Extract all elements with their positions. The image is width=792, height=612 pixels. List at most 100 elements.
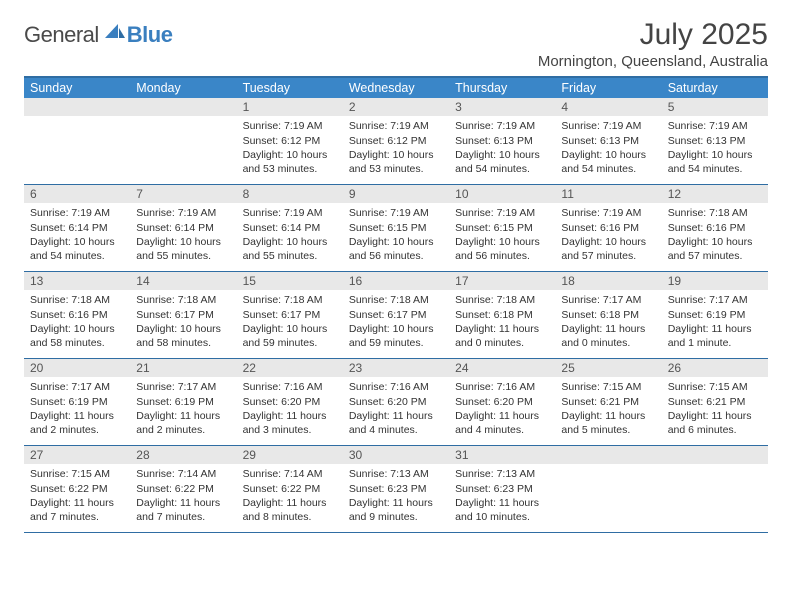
calendar-cell: 14Sunrise: 7:18 AMSunset: 6:17 PMDayligh… [130,272,236,358]
daylight-text: Daylight: 11 hours and 8 minutes. [243,496,337,524]
location-text: Mornington, Queensland, Australia [538,53,768,70]
sunrise-text: Sunrise: 7:19 AM [561,206,655,220]
calendar-cell: 22Sunrise: 7:16 AMSunset: 6:20 PMDayligh… [237,359,343,445]
sunset-text: Sunset: 6:15 PM [455,221,549,235]
sunset-text: Sunset: 6:22 PM [136,482,230,496]
daylight-text: Daylight: 11 hours and 1 minute. [668,322,762,350]
day-body: Sunrise: 7:16 AMSunset: 6:20 PMDaylight:… [343,377,449,441]
day-number: 19 [662,272,768,290]
day-body [24,116,130,123]
day-body: Sunrise: 7:18 AMSunset: 6:17 PMDaylight:… [343,290,449,354]
calendar-week: 1Sunrise: 7:19 AMSunset: 6:12 PMDaylight… [24,98,768,185]
sunrise-text: Sunrise: 7:19 AM [349,206,443,220]
day-body: Sunrise: 7:19 AMSunset: 6:15 PMDaylight:… [449,203,555,267]
day-number: 11 [555,185,661,203]
day-body [130,116,236,123]
daylight-text: Daylight: 11 hours and 0 minutes. [455,322,549,350]
calendar-cell: 28Sunrise: 7:14 AMSunset: 6:22 PMDayligh… [130,446,236,532]
day-body [555,464,661,471]
calendar-cell: 27Sunrise: 7:15 AMSunset: 6:22 PMDayligh… [24,446,130,532]
daylight-text: Daylight: 11 hours and 6 minutes. [668,409,762,437]
sunset-text: Sunset: 6:13 PM [455,134,549,148]
sunset-text: Sunset: 6:22 PM [243,482,337,496]
calendar-week: 20Sunrise: 7:17 AMSunset: 6:19 PMDayligh… [24,359,768,446]
sunset-text: Sunset: 6:13 PM [561,134,655,148]
day-body: Sunrise: 7:19 AMSunset: 6:15 PMDaylight:… [343,203,449,267]
sunset-text: Sunset: 6:23 PM [455,482,549,496]
sunset-text: Sunset: 6:23 PM [349,482,443,496]
daylight-text: Daylight: 10 hours and 55 minutes. [243,235,337,263]
calendar-cell: 12Sunrise: 7:18 AMSunset: 6:16 PMDayligh… [662,185,768,271]
calendar-cell: 23Sunrise: 7:16 AMSunset: 6:20 PMDayligh… [343,359,449,445]
calendar-week: 6Sunrise: 7:19 AMSunset: 6:14 PMDaylight… [24,185,768,272]
sunset-text: Sunset: 6:20 PM [455,395,549,409]
sunrise-text: Sunrise: 7:19 AM [243,206,337,220]
calendar-cell: 10Sunrise: 7:19 AMSunset: 6:15 PMDayligh… [449,185,555,271]
title-block: July 2025 Mornington, Queensland, Austra… [538,18,768,70]
sunrise-text: Sunrise: 7:13 AM [349,467,443,481]
day-number: 18 [555,272,661,290]
day-number: 2 [343,98,449,116]
sunrise-text: Sunrise: 7:15 AM [668,380,762,394]
sunrise-text: Sunrise: 7:13 AM [455,467,549,481]
sunset-text: Sunset: 6:19 PM [668,308,762,322]
calendar-cell: 3 Sunrise: 7:19 AMSunset: 6:13 PMDaylight… [449,98,555,184]
day-number: 1 [237,98,343,116]
sunset-text: Sunset: 6:22 PM [30,482,124,496]
day-number: 24 [449,359,555,377]
day-body: Sunrise: 7:16 AMSunset: 6:20 PMDaylight:… [449,377,555,441]
sunrise-text: Sunrise: 7:18 AM [30,293,124,307]
calendar-cell [555,446,661,532]
sunrise-text: Sunrise: 7:19 AM [349,119,443,133]
calendar-cell: 4Sunrise: 7:19 AMSunset: 6:13 PMDaylight… [555,98,661,184]
sunset-text: Sunset: 6:16 PM [30,308,124,322]
sunrise-text: Sunrise: 7:17 AM [561,293,655,307]
daylight-text: Daylight: 10 hours and 54 minutes. [30,235,124,263]
day-number: 23 [343,359,449,377]
sunrise-text: Sunrise: 7:19 AM [561,119,655,133]
day-body: Sunrise: 7:18 AMSunset: 6:18 PMDaylight:… [449,290,555,354]
daylight-text: Daylight: 11 hours and 7 minutes. [30,496,124,524]
day-body: Sunrise: 7:15 AMSunset: 6:22 PMDaylight:… [24,464,130,528]
day-body: Sunrise: 7:15 AMSunset: 6:21 PMDaylight:… [555,377,661,441]
day-number: 29 [237,446,343,464]
sunset-text: Sunset: 6:14 PM [30,221,124,235]
sunset-text: Sunset: 6:15 PM [349,221,443,235]
calendar-cell: 26Sunrise: 7:15 AMSunset: 6:21 PMDayligh… [662,359,768,445]
day-number: 4 [555,98,661,116]
daylight-text: Daylight: 10 hours and 53 minutes. [349,148,443,176]
day-number: 31 [449,446,555,464]
daylight-text: Daylight: 10 hours and 56 minutes. [349,235,443,263]
day-number: 8 [237,185,343,203]
day-number: 12 [662,185,768,203]
sunrise-text: Sunrise: 7:18 AM [349,293,443,307]
calendar-week: 27Sunrise: 7:15 AMSunset: 6:22 PMDayligh… [24,446,768,533]
sunrise-text: Sunrise: 7:18 AM [243,293,337,307]
calendar-cell: 13Sunrise: 7:18 AMSunset: 6:16 PMDayligh… [24,272,130,358]
calendar-cell: 8Sunrise: 7:19 AMSunset: 6:14 PMDaylight… [237,185,343,271]
calendar-week: 13Sunrise: 7:18 AMSunset: 6:16 PMDayligh… [24,272,768,359]
sunrise-text: Sunrise: 7:19 AM [30,206,124,220]
day-number: 3 [449,98,555,116]
month-title: July 2025 [538,18,768,51]
daylight-text: Daylight: 10 hours and 54 minutes. [455,148,549,176]
sunset-text: Sunset: 6:17 PM [349,308,443,322]
sunrise-text: Sunrise: 7:14 AM [243,467,337,481]
sunrise-text: Sunrise: 7:18 AM [455,293,549,307]
day-number [555,446,661,464]
daylight-text: Daylight: 10 hours and 59 minutes. [349,322,443,350]
calendar-cell: 20Sunrise: 7:17 AMSunset: 6:19 PMDayligh… [24,359,130,445]
daylight-text: Daylight: 10 hours and 57 minutes. [668,235,762,263]
day-body: Sunrise: 7:14 AMSunset: 6:22 PMDaylight:… [237,464,343,528]
day-body: Sunrise: 7:16 AMSunset: 6:20 PMDaylight:… [237,377,343,441]
sunrise-text: Sunrise: 7:19 AM [455,119,549,133]
calendar-cell [662,446,768,532]
daylight-text: Daylight: 11 hours and 2 minutes. [30,409,124,437]
sunset-text: Sunset: 6:16 PM [668,221,762,235]
sunrise-text: Sunrise: 7:17 AM [668,293,762,307]
day-number: 22 [237,359,343,377]
day-number: 28 [130,446,236,464]
day-number: 26 [662,359,768,377]
day-body: Sunrise: 7:13 AMSunset: 6:23 PMDaylight:… [449,464,555,528]
sunrise-text: Sunrise: 7:19 AM [136,206,230,220]
